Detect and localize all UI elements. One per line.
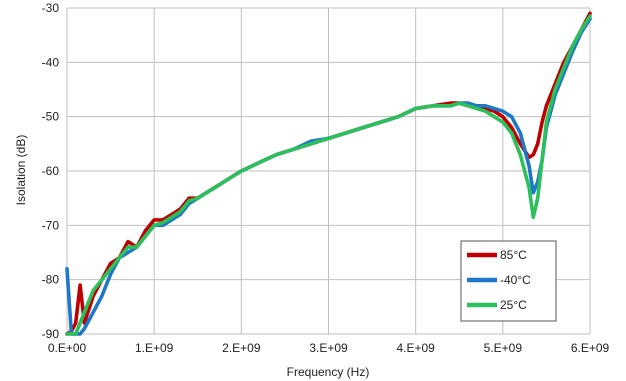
x-tick-label: 0.E+00 <box>48 341 87 355</box>
y-tick-label: -40 <box>42 55 60 69</box>
x-tick-label: 5.E+09 <box>484 341 523 355</box>
y-tick-label: -90 <box>42 327 60 341</box>
series-line-1 <box>65 17 592 336</box>
tick-labels: 0.E+00 1.E+09 2.E+09 3.E+09 4.E+09 5.E+09 6.E+… <box>42 1 610 355</box>
x-tick-label: 3.E+09 <box>309 341 348 355</box>
y-tick-label: -70 <box>42 218 60 232</box>
y-tick-label: -30 <box>42 1 60 15</box>
legend-label-1: -40°C <box>500 273 531 287</box>
y-tick-label: -60 <box>42 164 60 178</box>
x-tick-label: 6.E+09 <box>571 341 610 355</box>
y-tick-label: -50 <box>42 110 60 124</box>
x-tick-label: 1.E+09 <box>135 341 174 355</box>
y-tick-label: -80 <box>42 273 60 287</box>
legend-label-0: 85°C <box>500 248 527 262</box>
x-tick-label: 4.E+09 <box>396 341 435 355</box>
gridlines <box>66 7 591 335</box>
series-line-2 <box>65 14 592 336</box>
x-axis-title: Frequency (Hz) <box>287 365 370 379</box>
data-series <box>65 11 592 336</box>
legend-label-2: 25°C <box>500 298 527 312</box>
legend: 85°C -40°C 25°C <box>460 240 557 322</box>
x-tick-label: 2.E+09 <box>222 341 261 355</box>
y-axis-title: Isolation (dB) <box>14 135 28 206</box>
